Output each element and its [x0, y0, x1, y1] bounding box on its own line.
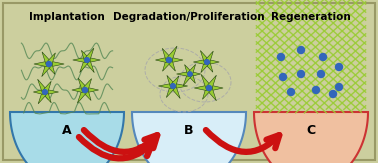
Circle shape: [204, 60, 209, 64]
Polygon shape: [167, 75, 175, 87]
Polygon shape: [49, 61, 64, 67]
Circle shape: [318, 71, 324, 77]
Polygon shape: [158, 83, 173, 89]
Polygon shape: [132, 112, 246, 163]
Polygon shape: [194, 85, 209, 91]
Circle shape: [297, 71, 305, 77]
Polygon shape: [85, 48, 94, 61]
Text: B: B: [184, 124, 194, 136]
Polygon shape: [173, 83, 187, 89]
Polygon shape: [80, 59, 90, 73]
Polygon shape: [188, 73, 195, 83]
Polygon shape: [201, 74, 212, 89]
Polygon shape: [166, 85, 175, 97]
Polygon shape: [209, 85, 223, 91]
Circle shape: [206, 85, 212, 90]
Polygon shape: [200, 51, 209, 63]
Circle shape: [336, 64, 342, 71]
Circle shape: [82, 88, 88, 93]
Polygon shape: [166, 46, 177, 62]
Circle shape: [336, 83, 342, 90]
Text: Degradation/Proliferation: Degradation/Proliferation: [113, 12, 265, 22]
Polygon shape: [254, 112, 368, 163]
Polygon shape: [42, 91, 51, 103]
Text: C: C: [307, 124, 316, 136]
Polygon shape: [78, 78, 88, 92]
Polygon shape: [203, 86, 212, 99]
Circle shape: [166, 58, 172, 63]
Polygon shape: [166, 59, 175, 71]
Polygon shape: [82, 89, 91, 101]
Polygon shape: [45, 89, 59, 95]
Polygon shape: [85, 87, 99, 93]
Polygon shape: [177, 71, 190, 77]
FancyBboxPatch shape: [3, 3, 375, 160]
Polygon shape: [33, 89, 45, 95]
Circle shape: [85, 58, 89, 62]
Polygon shape: [184, 65, 192, 75]
Polygon shape: [188, 64, 195, 75]
Polygon shape: [190, 71, 201, 77]
Circle shape: [46, 61, 51, 67]
Polygon shape: [46, 62, 55, 74]
Polygon shape: [42, 81, 51, 93]
Polygon shape: [77, 89, 88, 103]
Polygon shape: [37, 79, 48, 93]
Polygon shape: [155, 57, 169, 63]
Polygon shape: [42, 62, 52, 77]
Polygon shape: [73, 57, 87, 63]
Circle shape: [288, 89, 294, 96]
Circle shape: [319, 53, 327, 60]
Polygon shape: [170, 85, 180, 98]
Polygon shape: [162, 48, 172, 62]
Polygon shape: [204, 51, 213, 63]
Circle shape: [188, 72, 192, 76]
Polygon shape: [170, 76, 179, 87]
Polygon shape: [42, 52, 52, 66]
Polygon shape: [183, 73, 192, 86]
Circle shape: [279, 74, 287, 81]
Polygon shape: [206, 75, 216, 89]
Polygon shape: [82, 79, 91, 92]
Circle shape: [297, 46, 305, 53]
Polygon shape: [206, 86, 217, 101]
Polygon shape: [169, 57, 183, 63]
Polygon shape: [38, 91, 48, 104]
Circle shape: [277, 53, 285, 60]
Text: Implantation: Implantation: [29, 12, 105, 22]
Polygon shape: [87, 57, 100, 63]
Polygon shape: [34, 61, 49, 67]
Polygon shape: [46, 53, 56, 66]
Polygon shape: [85, 59, 94, 73]
Text: A: A: [62, 124, 72, 136]
Polygon shape: [72, 87, 85, 93]
Polygon shape: [81, 50, 90, 61]
Polygon shape: [204, 61, 213, 72]
Circle shape: [43, 90, 47, 94]
Circle shape: [170, 84, 175, 88]
Text: Regeneration: Regeneration: [271, 12, 351, 22]
Polygon shape: [163, 59, 172, 71]
Circle shape: [313, 87, 319, 94]
Polygon shape: [194, 59, 207, 65]
Polygon shape: [10, 112, 124, 163]
Circle shape: [330, 90, 336, 97]
Polygon shape: [207, 59, 219, 65]
Polygon shape: [201, 61, 209, 73]
